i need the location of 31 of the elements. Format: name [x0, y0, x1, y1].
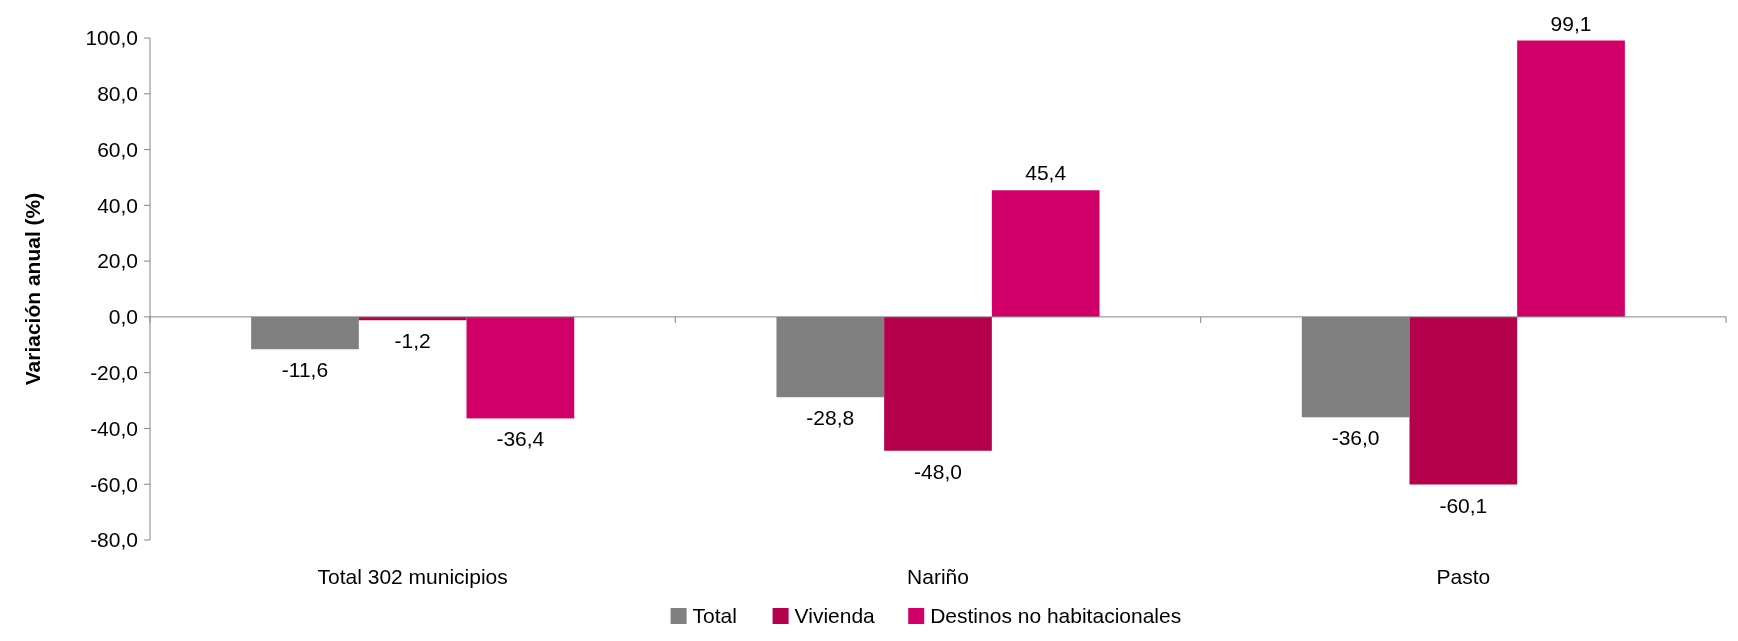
legend-label: Vivienda: [794, 604, 876, 628]
data-label: -36,0: [1331, 426, 1380, 450]
y-tick-label: -40,0: [90, 416, 138, 440]
legend-label: Total: [692, 604, 737, 628]
data-label: -11,6: [281, 358, 329, 382]
y-tick-label: -60,0: [90, 472, 138, 496]
bar: [884, 316, 992, 451]
y-tick-label: 20,0: [97, 249, 138, 273]
y-tick-label: -20,0: [90, 361, 138, 385]
legend-label: Destinos no habitacionales: [930, 604, 1182, 628]
data-label: -48,0: [914, 459, 962, 483]
data-label: -1,2: [394, 329, 431, 353]
y-tick-label: 0,0: [108, 305, 138, 329]
data-label: 99,1: [1550, 11, 1592, 35]
bar: [1409, 316, 1518, 485]
y-axis-title: Variación anual (%): [21, 192, 44, 386]
y-tick-label: -80,0: [90, 528, 138, 552]
y-tick-label: 60,0: [97, 137, 138, 161]
x-tick-label: Pasto: [1436, 565, 1491, 588]
y-tick-label: 100,0: [85, 26, 138, 50]
x-tick-label: Nariño: [907, 565, 969, 588]
bar: [466, 316, 575, 419]
bar: [991, 190, 1100, 317]
data-label: -28,8: [806, 406, 855, 430]
data-label: -60,1: [1439, 493, 1488, 517]
data-label: -36,4: [496, 427, 545, 451]
x-tick-label: Total 302 municipios: [317, 565, 508, 588]
bar: [1517, 40, 1625, 317]
data-label: 45,4: [1025, 161, 1067, 185]
y-tick-label: 80,0: [97, 82, 138, 106]
y-tick-label: 40,0: [97, 193, 138, 217]
